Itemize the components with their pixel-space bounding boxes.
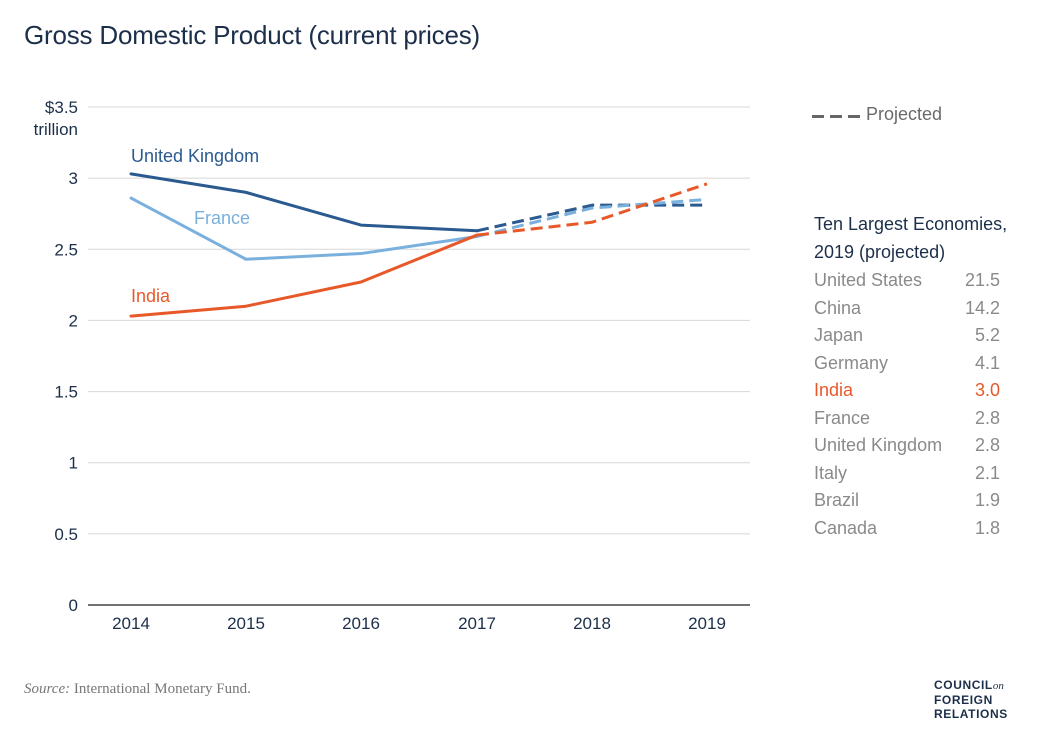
ranking-row: France 2.8 [814, 408, 1000, 436]
ranking-row: Brazil 1.9 [814, 490, 1000, 518]
x-tick-label: 2018 [573, 614, 611, 633]
ranking-country: United States [814, 270, 923, 290]
source-note: Source: International Monetary Fund. [24, 681, 251, 698]
logo-line1: COUNCIL [934, 678, 993, 692]
y-tick-label: 3 [69, 169, 78, 188]
y-tick-label: 0.5 [54, 525, 78, 544]
ranking-value: 5.2 [974, 325, 1000, 345]
ranking-title-line1: Ten Largest Economies, [814, 214, 1008, 234]
x-tick-label: 2016 [342, 614, 380, 633]
ranking-value: 2.8 [974, 435, 1000, 455]
ranking-value: 2.1 [974, 462, 1000, 483]
series-projection-united-kingdom [476, 203, 707, 233]
ranking-value: 1.8 [974, 517, 1000, 538]
ranking-country: Italy [814, 462, 848, 483]
ranking-row: Japan 5.2 [814, 325, 1000, 353]
ranking-country: Germany [814, 352, 889, 373]
x-tick-label: 2015 [227, 614, 265, 633]
y-tick-label: 1.5 [54, 383, 78, 402]
legend-dash-segment [830, 115, 842, 118]
ranking-title-line2: 2019 (projected) [814, 242, 946, 262]
y-tick-label: 2 [69, 311, 78, 330]
ranking-country: United Kingdom [814, 435, 943, 455]
cfr-logo: COUNCILon FOREIGN RELATIONS [934, 678, 1030, 721]
ranking-country: Brazil [814, 490, 860, 510]
ranking-value: 1.9 [974, 490, 1000, 510]
ranking-row: Italy 2.1 [814, 463, 1000, 491]
y-tick-label: 0 [69, 596, 78, 615]
series-label-france: France [194, 208, 250, 228]
ranking-row: China 14.2 [814, 298, 1000, 326]
ranking-country: Canada [814, 517, 878, 538]
source-label: Source: [24, 681, 71, 697]
series-label-india: India [131, 286, 171, 306]
ranking-country: India [814, 380, 854, 400]
legend-dash-segment [848, 115, 860, 118]
ranking-row: India 3.0 [814, 380, 1000, 408]
series-projection-france [476, 197, 708, 238]
source-text: International Monetary Fund. [70, 681, 251, 697]
logo-line3: RELATIONS [934, 707, 1008, 721]
legend-dash-segment [812, 115, 824, 118]
series-projection-india [476, 182, 708, 237]
logo-on: on [992, 680, 1004, 692]
x-tick-label: 2017 [458, 614, 496, 633]
y-unit-label: trillion [34, 120, 78, 139]
ranking-value: 4.1 [974, 352, 1000, 373]
ranking-value: 14.2 [964, 297, 1000, 318]
series-line-france [129, 196, 479, 261]
series-line-united-kingdom [129, 172, 479, 233]
ranking-row: United States 21.5 [814, 270, 1000, 298]
ranking-value: 2.8 [974, 407, 1000, 428]
series-line-india [129, 233, 479, 318]
ranking-country: China [814, 297, 862, 318]
y-tick-label: 2.5 [54, 240, 78, 259]
legend-projected-label: Projected [866, 104, 943, 124]
ranking-row: United Kingdom 2.8 [814, 435, 1000, 463]
ranking-row: Canada 1.8 [814, 518, 1000, 546]
logo-line2: FOREIGN [934, 693, 993, 707]
ranking-country: Japan [814, 325, 864, 345]
x-tick-label: 2019 [688, 614, 726, 633]
projected-legend: Projected [810, 100, 1030, 130]
y-tick-label: $3.5 [45, 98, 78, 117]
ranking-row: Germany 4.1 [814, 353, 1000, 381]
series-label-united-kingdom: United Kingdom [131, 146, 259, 166]
x-tick-label: 2014 [112, 614, 150, 633]
ranking-country: France [814, 407, 871, 428]
ranking-value: 3.0 [974, 380, 1000, 400]
ranking-list: United States 21.5 China 14.2 Japan 5.2 German… [814, 270, 1000, 545]
y-tick-label: 1 [69, 454, 78, 473]
chart-title: Gross Domestic Product (current prices) [24, 20, 480, 50]
ranking-value: 21.5 [964, 270, 1000, 290]
ranking-panel-title: Ten Largest Economies, 2019 (projected) [814, 210, 1034, 266]
